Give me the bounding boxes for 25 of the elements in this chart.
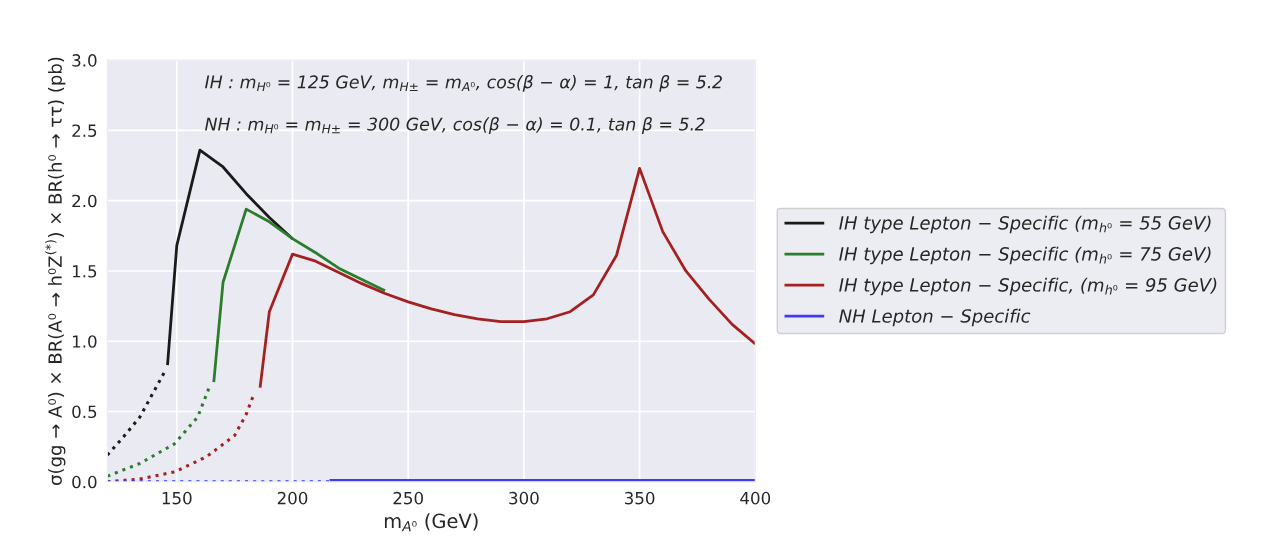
line-series [258,166,756,390]
annotation: IH : m$_{H⁰}$ = 125 GeV, m$_{H±}$ = m$_{A⁰}$, cos(β − α) = 1, tan β = 5.2 [205,74,722,92]
y-tick-label: 1.0 [72,335,97,348]
y-tick-label: 1.5 [72,265,97,278]
line-series [107,386,211,478]
line-series [107,369,167,457]
x-tick-label: 250 [393,491,423,505]
x-tick-label: 200 [277,491,308,505]
y-tick-label: 0.0 [72,475,97,489]
annotation: NH : m$_{H⁰}$ = m$_{H±}$ = 300 GeV, cos(β − α) = 0.1, tan β = 5.2 [205,117,705,134]
legend-label: IH type Lepton − Specific (m$_{h⁰}$ = 75 GeV) [839,246,1211,265]
line-series [212,207,387,384]
legend-label: IH type Lepton − Specific (m$_{h⁰}$ = 55 GeV) [839,215,1211,234]
y-tick-label: 3.0 [72,54,97,67]
legend-label: IH type Lepton − Specific, (m$_{h⁰}$ = 95 GeV) [839,277,1217,296]
x-tick-label: 350 [624,491,655,505]
y-tick-label: 2.0 [72,194,97,208]
x-axis-title: m$_{A⁰}$ (GeV) [384,513,478,532]
y-axis-title: σ(gg → A⁰) × BR(A⁰ → h⁰Z$^{(*)}$) × BR(h⁰ → ττ) (pb) [45,57,66,485]
x-tick-label: 150 [162,491,192,505]
y-tick-label: 0.5 [72,405,97,419]
y-tick-label: 2.5 [72,124,97,137]
x-tick-label: 300 [509,491,539,505]
x-tick-label: 400 [740,491,771,505]
legend-label: NH Lepton − Specific [839,308,1031,327]
